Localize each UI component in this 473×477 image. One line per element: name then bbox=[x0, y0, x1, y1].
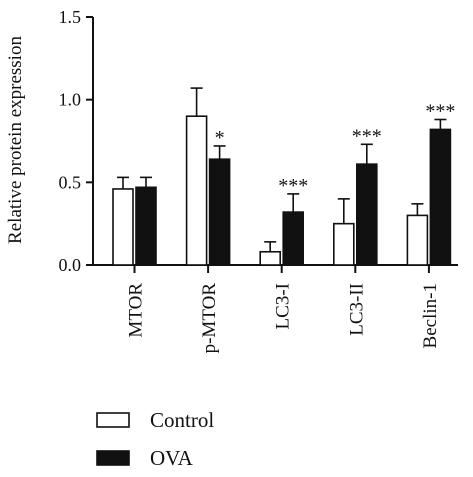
y-tick-label: 1.0 bbox=[59, 90, 82, 110]
bar bbox=[355, 163, 378, 266]
bar bbox=[259, 250, 282, 266]
significance-marker: * bbox=[215, 127, 225, 149]
bar bbox=[332, 222, 355, 266]
bar bbox=[429, 128, 452, 266]
y-tick-label: 0.0 bbox=[59, 255, 82, 275]
significance-marker: *** bbox=[425, 101, 455, 123]
y-axis-label: Relative protein expression bbox=[5, 36, 26, 244]
significance-marker: *** bbox=[352, 125, 382, 147]
x-tick-label: LC3-I bbox=[273, 283, 294, 329]
significance-marker: *** bbox=[278, 175, 308, 197]
legend-label: OVA bbox=[150, 446, 194, 470]
legend-swatch bbox=[96, 450, 130, 466]
bar bbox=[112, 188, 134, 266]
legend: Control OVA bbox=[96, 408, 214, 470]
bar bbox=[185, 115, 208, 266]
y-axis: 0.0 0.5 1.0 1.5 bbox=[59, 7, 94, 275]
legend-label: Control bbox=[150, 408, 214, 432]
x-tick-label: MTOR bbox=[126, 283, 147, 338]
x-tick-label: p-MTOR bbox=[199, 283, 220, 354]
bar bbox=[208, 158, 231, 266]
error-bars-group bbox=[117, 87, 447, 252]
y-tick-label: 1.5 bbox=[59, 7, 82, 27]
bar bbox=[135, 186, 157, 266]
x-tick-label: LC3-II bbox=[346, 283, 367, 336]
y-tick-label: 0.5 bbox=[59, 172, 82, 192]
legend-swatch bbox=[96, 412, 130, 428]
bar bbox=[282, 211, 305, 266]
x-axis: MTOR p-MTOR LC3-I LC3-II Beclin-1 bbox=[93, 264, 458, 354]
x-tick-label: Beclin-1 bbox=[420, 283, 441, 348]
significance-group: ********** bbox=[215, 101, 456, 197]
bars-group bbox=[112, 115, 452, 266]
bar bbox=[406, 214, 429, 266]
